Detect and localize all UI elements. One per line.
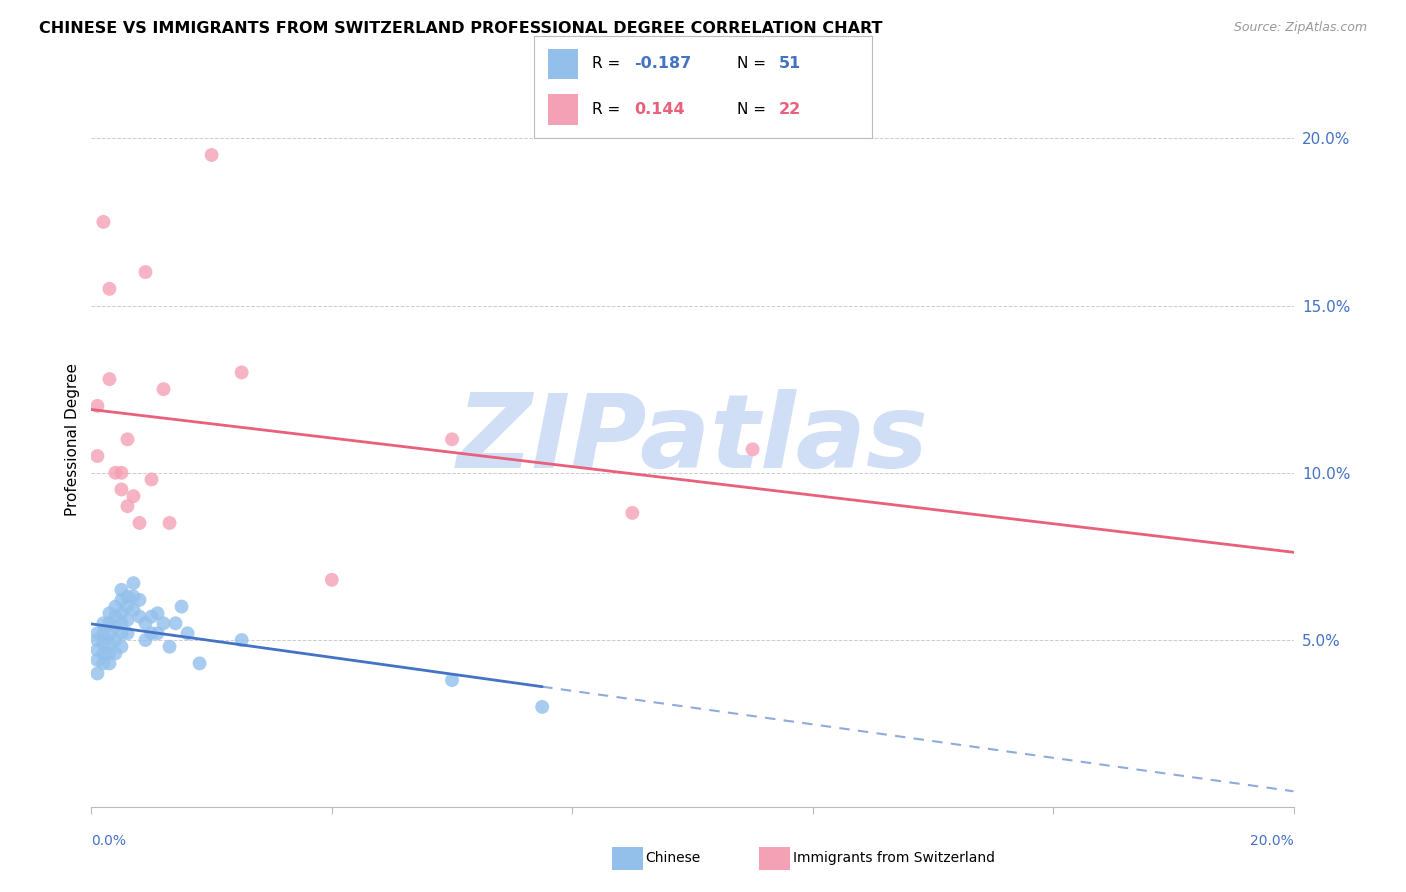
Point (231, 633, 253, 648)
Point (98, 282, 121, 296)
Point (141, 473, 163, 487)
Point (159, 640, 181, 654)
Point (159, 516, 181, 530)
Point (117, 433, 139, 447)
Point (110, 640, 132, 654)
Point (128, 609, 150, 624)
Text: N =: N = (737, 102, 770, 117)
Point (134, 265, 156, 279)
Point (104, 599, 127, 614)
Point (93, 657, 115, 671)
Point (122, 489, 145, 503)
Point (117, 626, 139, 640)
Point (98, 607, 121, 621)
Text: 22: 22 (779, 102, 801, 117)
Point (141, 609, 163, 624)
Point (117, 500, 139, 514)
Point (146, 626, 169, 640)
Point (170, 599, 193, 614)
Point (98, 636, 121, 650)
Point (104, 633, 127, 648)
Text: 0.0%: 0.0% (91, 834, 127, 848)
Point (134, 633, 156, 648)
Point (621, 506, 644, 520)
Point (165, 616, 187, 631)
Point (110, 626, 132, 640)
Point (440, 433, 463, 447)
Point (110, 592, 132, 607)
Point (86, 626, 108, 640)
Point (104, 609, 127, 624)
Point (440, 673, 463, 687)
Point (128, 516, 150, 530)
Point (86, 399, 108, 413)
Text: 0.144: 0.144 (634, 102, 685, 117)
Point (117, 590, 139, 604)
Point (152, 616, 174, 631)
Point (188, 657, 211, 671)
Point (122, 590, 145, 604)
Point (122, 576, 145, 591)
Point (134, 616, 156, 631)
Point (104, 466, 127, 480)
Text: R =: R = (592, 102, 624, 117)
Point (110, 483, 132, 497)
Text: Immigrants from Switzerland: Immigrants from Switzerland (793, 851, 995, 865)
Point (104, 646, 127, 660)
Point (98, 657, 121, 671)
Point (231, 366, 253, 380)
Point (321, 573, 343, 587)
Point (110, 616, 132, 631)
Y-axis label: Professional Degree: Professional Degree (65, 363, 80, 516)
Point (141, 626, 163, 640)
Point (98, 646, 121, 660)
Point (152, 382, 174, 396)
Point (176, 626, 198, 640)
Point (110, 582, 132, 597)
Point (98, 616, 121, 631)
Point (741, 442, 763, 457)
Point (104, 619, 127, 633)
Point (93, 636, 115, 650)
FancyBboxPatch shape (548, 48, 578, 79)
Text: Chinese: Chinese (645, 851, 700, 865)
Point (86, 643, 108, 657)
Text: 20.0%: 20.0% (1250, 834, 1294, 848)
Point (86, 653, 108, 667)
Point (98, 372, 121, 386)
Point (201, 148, 224, 162)
Point (122, 603, 145, 617)
Text: CHINESE VS IMMIGRANTS FROM SWITZERLAND PROFESSIONAL DEGREE CORRELATION CHART: CHINESE VS IMMIGRANTS FROM SWITZERLAND P… (39, 21, 883, 37)
Text: N =: N = (737, 56, 770, 71)
Point (117, 599, 139, 614)
Text: ZIPatlas: ZIPatlas (457, 389, 928, 490)
Point (86, 633, 108, 648)
Point (93, 215, 115, 229)
FancyBboxPatch shape (548, 95, 578, 125)
Point (531, 699, 554, 714)
Point (117, 613, 139, 627)
Point (86, 449, 108, 463)
Text: R =: R = (592, 56, 624, 71)
Point (110, 607, 132, 621)
Text: Source: ZipAtlas.com: Source: ZipAtlas.com (1233, 21, 1367, 35)
Point (86, 666, 108, 681)
Point (98, 626, 121, 640)
Text: 51: 51 (779, 56, 801, 71)
Text: -0.187: -0.187 (634, 56, 692, 71)
Point (93, 646, 115, 660)
Point (93, 616, 115, 631)
Point (93, 626, 115, 640)
Point (146, 607, 169, 621)
Point (128, 592, 150, 607)
Point (110, 466, 132, 480)
